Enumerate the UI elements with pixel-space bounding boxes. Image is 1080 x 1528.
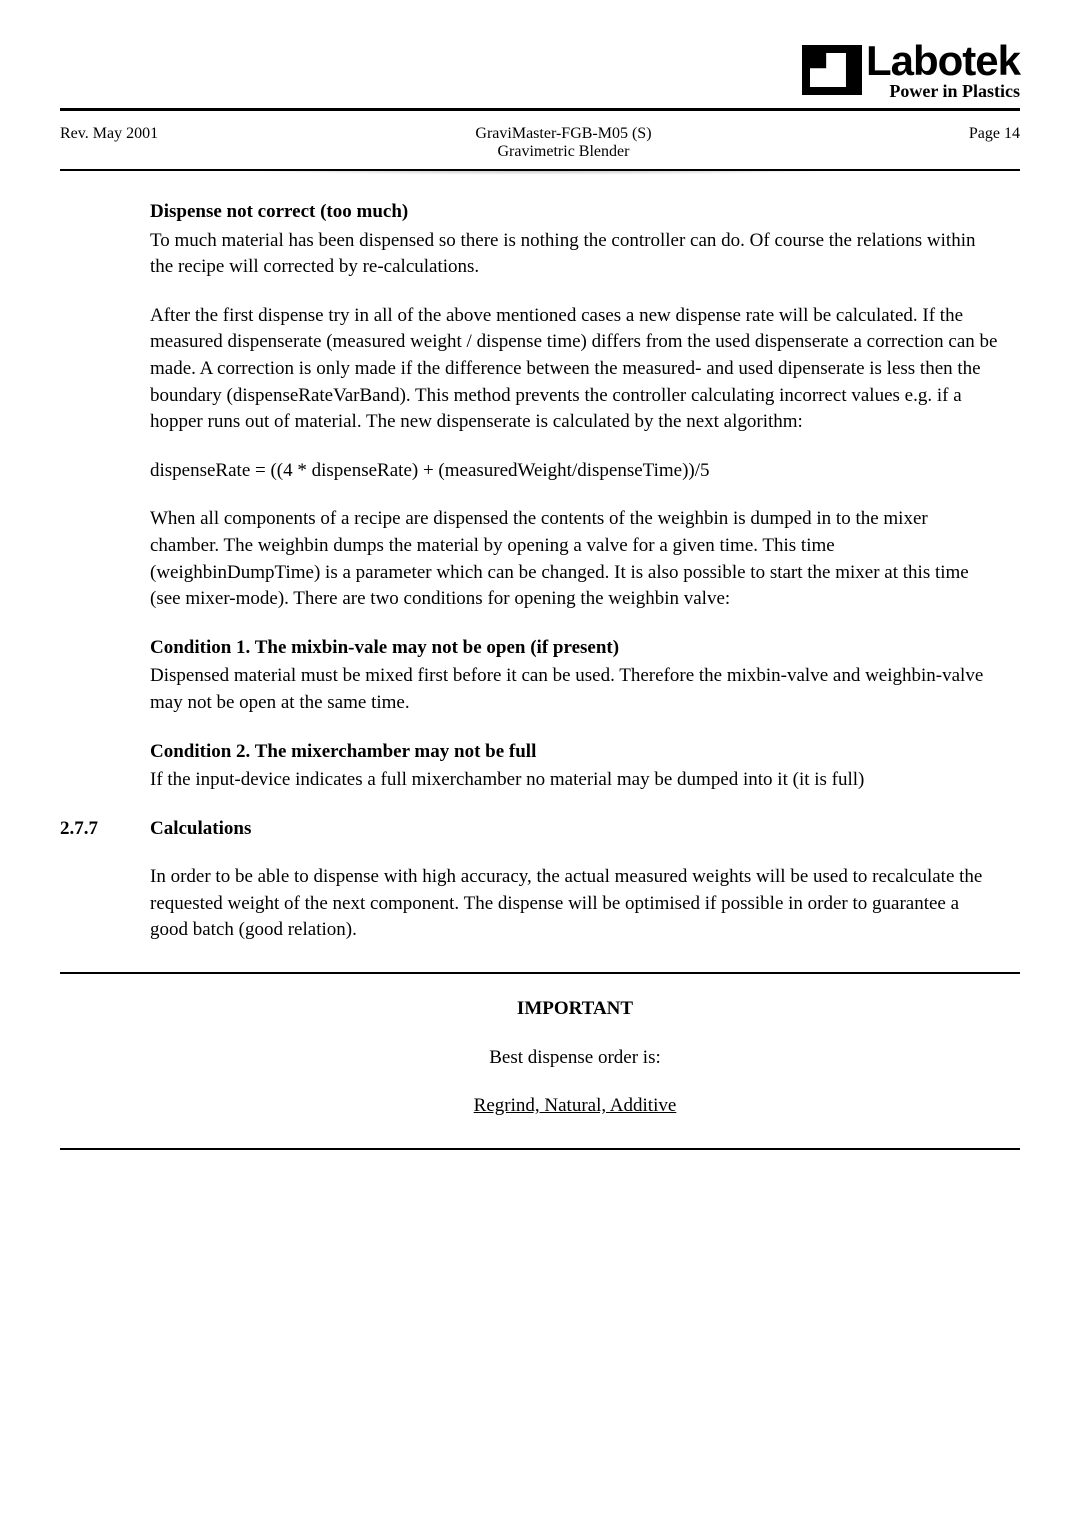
important-line-2: Regrind, Natural, Additive [150,1093,1000,1120]
important-line-1: Best dispense order is: [150,1045,1000,1072]
header-rule-bottom [60,169,1020,175]
para-7: In order to be able to dispense with hig… [150,864,1000,944]
important-rule-top [60,972,1020,974]
section-row: 2.7.7 Calculations [60,816,1000,843]
important-title: IMPORTANT [150,996,1000,1023]
para-formula: dispenseRate = ((4 * dispenseRate) + (me… [150,458,1000,485]
logo-row: Labotek Power in Plastics [60,40,1020,100]
content: Dispense not correct (too much) To much … [60,199,1020,1150]
header-rule-top [60,108,1020,111]
heading-condition-1: Condition 1. The mixbin-vale may not be … [150,635,1000,662]
para-2: After the first dispense try in all of t… [150,303,1000,436]
important-block: IMPORTANT Best dispense order is: Regrin… [150,996,1000,1120]
header-title-2: Gravimetric Blender [475,143,651,161]
para-1: To much material has been dispensed so t… [150,228,1000,281]
heading-condition-2: Condition 2. The mixerchamber may not be… [150,739,1000,766]
heading-dispense-not-correct: Dispense not correct (too much) [150,199,1000,226]
header-rev: Rev. May 2001 [60,125,158,143]
header-row: Rev. May 2001 GraviMaster-FGB-M05 (S) Gr… [60,117,1020,169]
logo-tagline: Power in Plastics [866,82,1020,100]
header-title-1: GraviMaster-FGB-M05 (S) [475,125,651,143]
header-page: Page 14 [969,125,1020,143]
section-title: Calculations [150,816,251,843]
important-rule-bottom [60,1148,1020,1150]
header-center: GraviMaster-FGB-M05 (S) Gravimetric Blen… [475,125,651,161]
logo-text: Labotek Power in Plastics [866,40,1020,100]
logo: Labotek Power in Plastics [802,40,1020,100]
para-6: If the input-device indicates a full mix… [150,767,1000,794]
para-4: When all components of a recipe are disp… [150,506,1000,612]
logo-name: Labotek [866,40,1020,82]
section-number: 2.7.7 [60,816,150,843]
para-5: Dispensed material must be mixed first b… [150,663,1000,716]
logo-mark-icon [802,45,862,95]
